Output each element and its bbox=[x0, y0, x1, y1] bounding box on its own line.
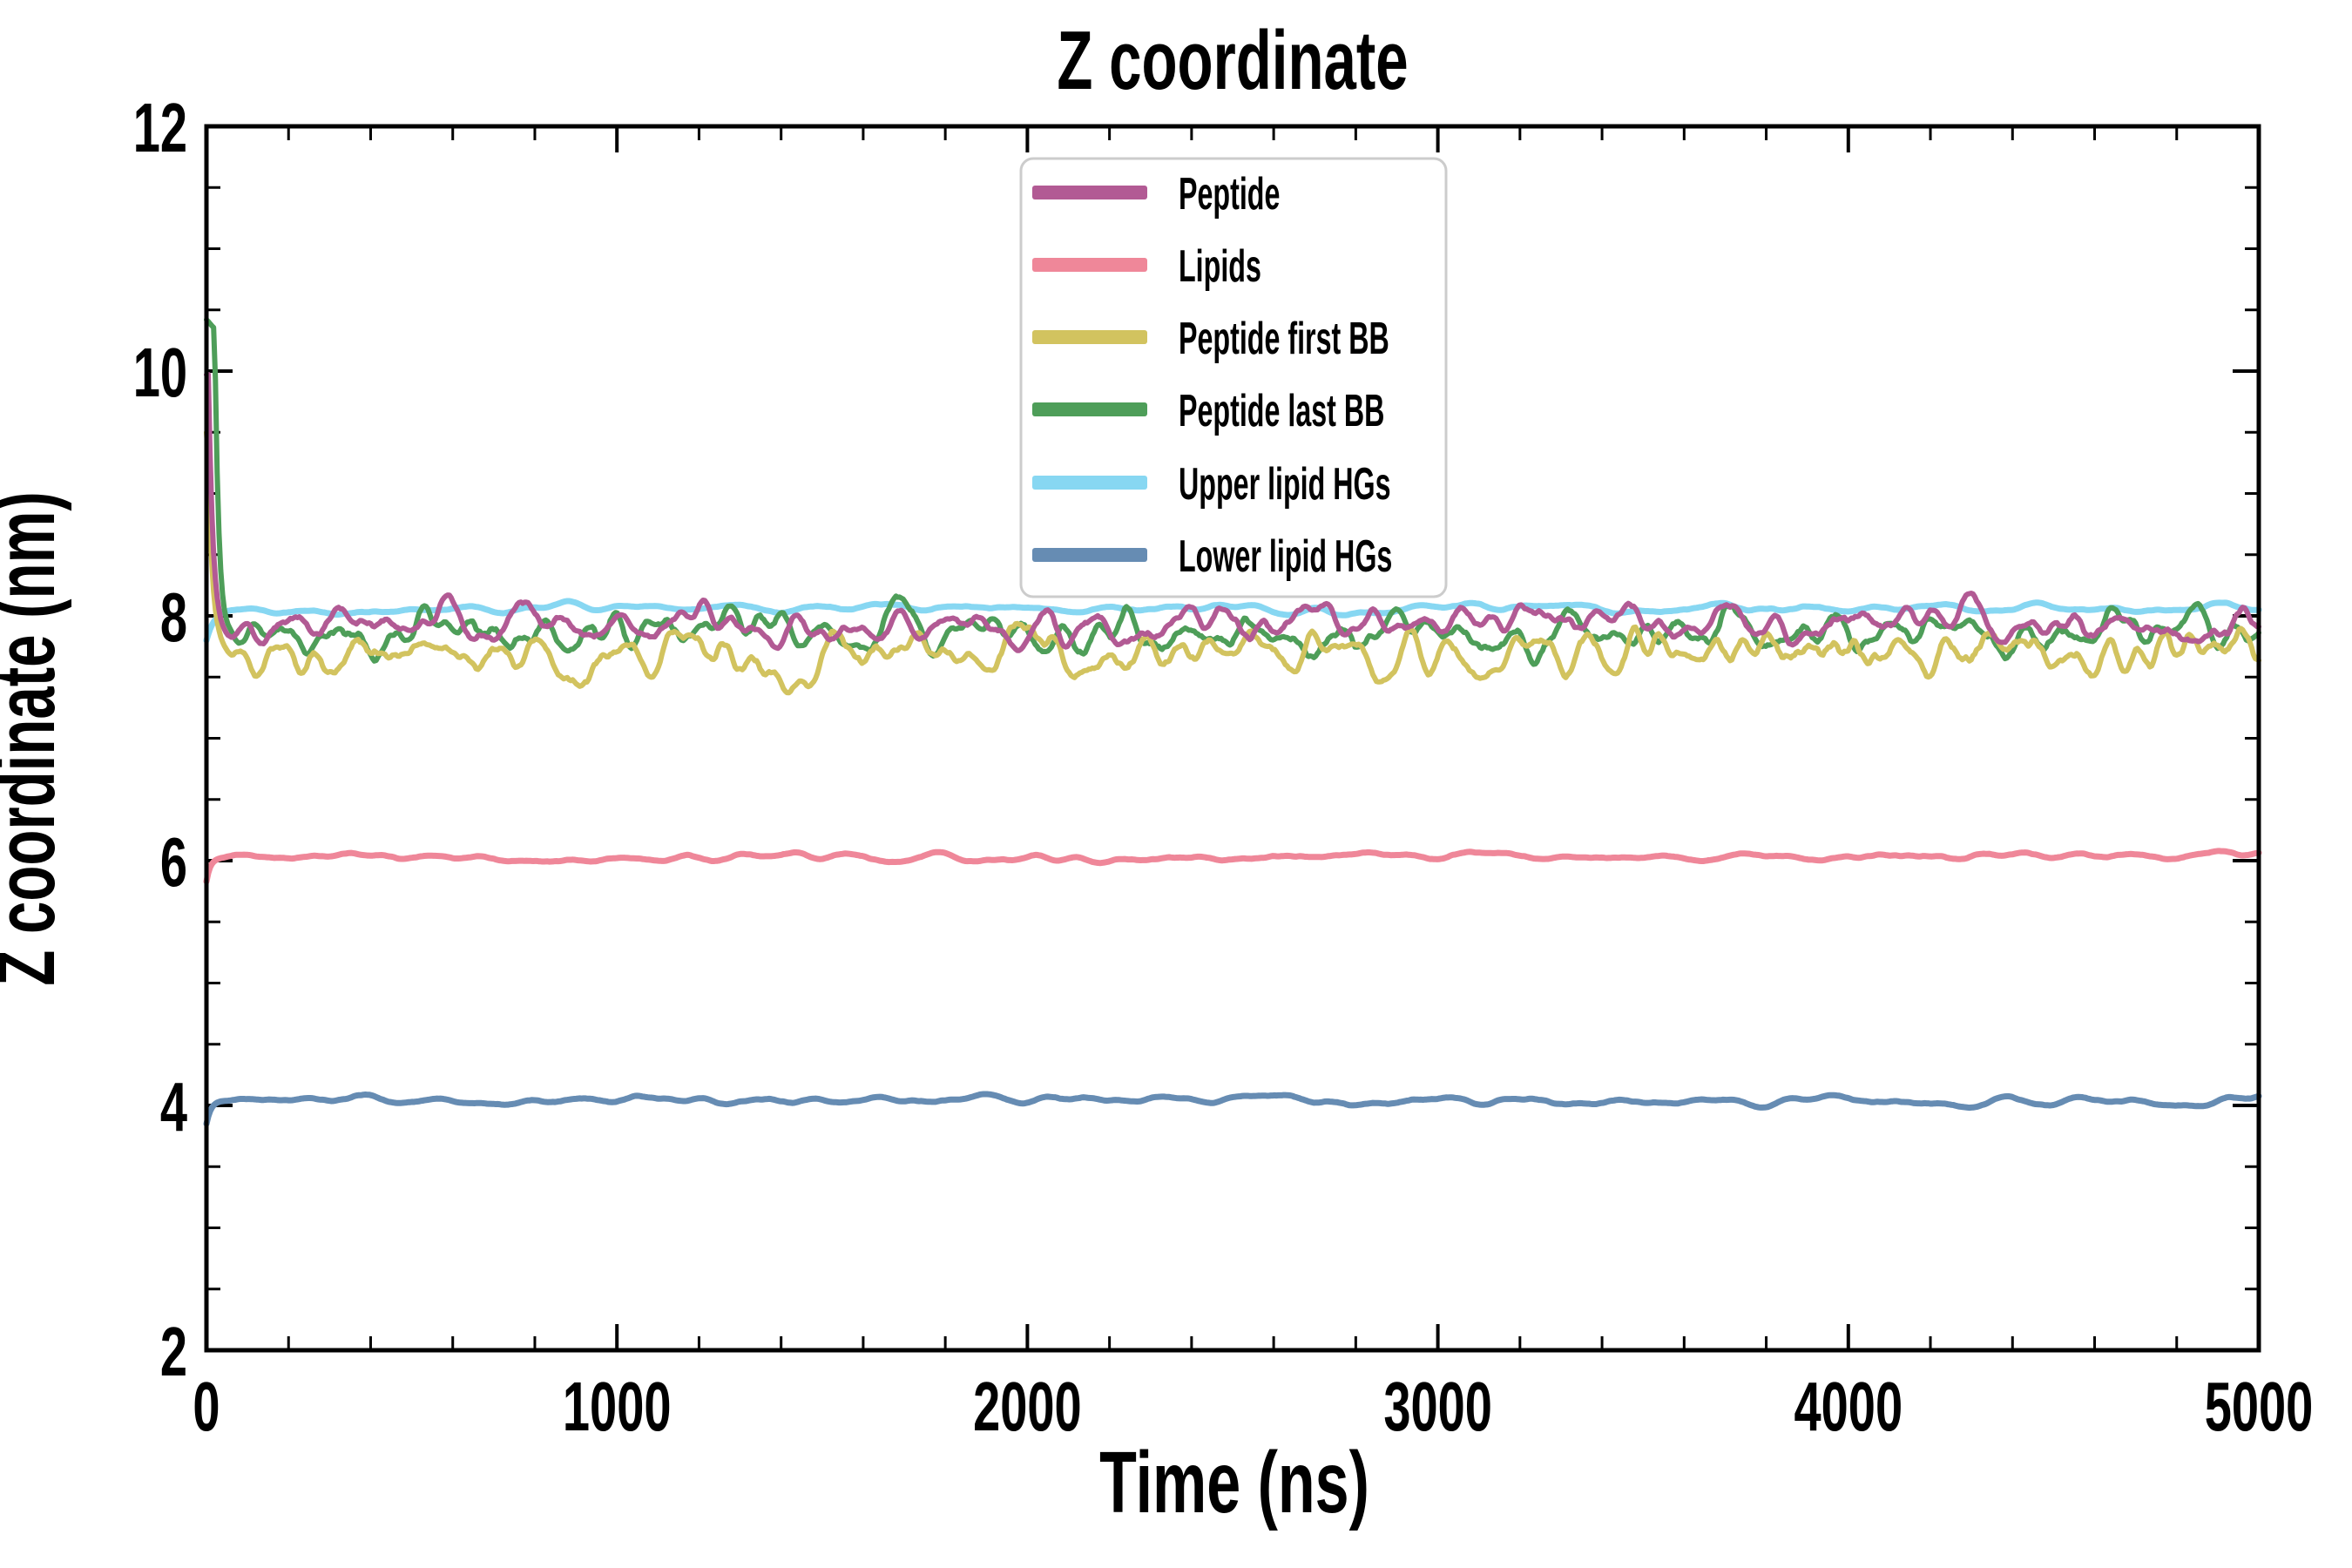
legend: Peptide Lipids Peptide first BB Peptide … bbox=[1019, 157, 1448, 598]
legend-label-peptide-last-bb: Peptide last BB bbox=[1179, 386, 1384, 436]
x-axis-label: Time (ns) bbox=[1099, 1435, 1369, 1531]
x-tick-label: 4000 bbox=[1794, 1367, 1903, 1445]
y-tick-label: 6 bbox=[160, 822, 187, 901]
series-layer bbox=[203, 317, 2262, 1127]
series-line-lower-lipid-hgs bbox=[203, 1091, 2262, 1127]
y-axis-label: Z coordinate (nm) bbox=[0, 491, 72, 985]
series-line-peptide-last-bb bbox=[204, 317, 2261, 667]
x-tick-label: 3000 bbox=[1383, 1367, 1492, 1445]
y-tick-label: 10 bbox=[133, 333, 187, 411]
legend-swatch-peptide bbox=[1032, 186, 1147, 199]
series-line-peptide-first-bb bbox=[204, 429, 2261, 696]
plot-border bbox=[204, 124, 2261, 1353]
legend-label-peptide-first-bb: Peptide first BB bbox=[1179, 314, 1389, 364]
x-tick-label: 2000 bbox=[973, 1367, 1082, 1445]
legend-swatch-upper-lipid-hgs bbox=[1032, 476, 1147, 490]
legend-label-lipids: Lipids bbox=[1179, 241, 1261, 292]
y-tick-label: 12 bbox=[133, 88, 187, 166]
chart-title: Z coordinate bbox=[1057, 13, 1408, 107]
series-line-lipids bbox=[203, 848, 2262, 885]
legend-label-peptide: Peptide bbox=[1179, 169, 1280, 220]
x-tick-label: 5000 bbox=[2205, 1367, 2314, 1445]
x-tick-label: 0 bbox=[193, 1367, 220, 1445]
legend-swatch-peptide-last-bb bbox=[1032, 402, 1147, 416]
x-tick-label: 1000 bbox=[563, 1367, 672, 1445]
y-tick-label: 2 bbox=[160, 1312, 187, 1390]
tick-labels-layer: 0 1000 2000 3000 4000 5000 2 4 6 8 10 12 bbox=[133, 88, 2314, 1445]
legend-swatch-lower-lipid-hgs bbox=[1032, 548, 1147, 562]
legend-label-lower-lipid-hgs: Lower lipid HGs bbox=[1179, 531, 1392, 582]
series-line-upper-lipid-hgs bbox=[203, 598, 2262, 644]
series-line-peptide bbox=[204, 371, 2261, 653]
legend-swatch-peptide-first-bb bbox=[1032, 330, 1147, 344]
y-tick-label: 4 bbox=[160, 1067, 188, 1146]
legend-swatch-lipids bbox=[1032, 258, 1147, 272]
y-tick-label: 8 bbox=[160, 578, 187, 656]
legend-label-upper-lipid-hgs: Upper lipid HGs bbox=[1179, 459, 1391, 510]
